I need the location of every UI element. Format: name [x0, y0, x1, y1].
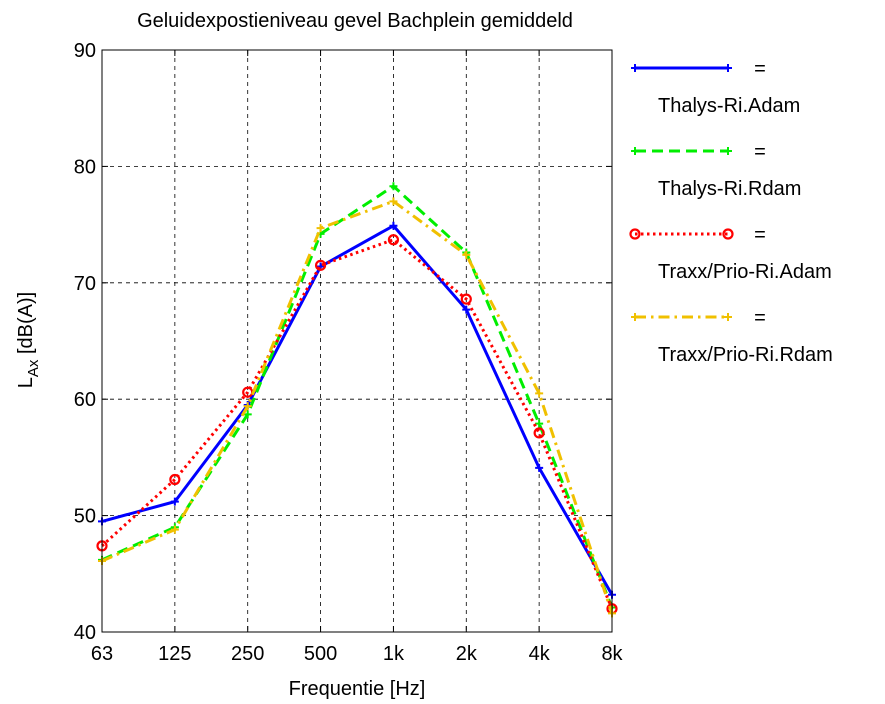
data-point [389, 221, 398, 230]
legend-label: Traxx/Prio-Ri.Rdam [658, 344, 833, 366]
data-point [462, 250, 471, 259]
legend: = Thalys-Ri.Adam = Thalys-Ri.Rdam = Traxx/Pri… [629, 58, 833, 366]
y-axis-ticks: 40 50 60 70 80 90 [74, 40, 612, 644]
data-point [462, 305, 471, 314]
series-line [101, 224, 614, 596]
legend-marker [631, 313, 639, 321]
data-point [169, 473, 181, 486]
data-point [170, 497, 179, 506]
x-tick-label: 8k [601, 643, 623, 665]
data-point [535, 463, 544, 472]
y-tick-label: 60 [74, 389, 96, 411]
legend-entry: = Traxx/Prio-Ri.Rdam [631, 307, 833, 366]
series-line [100, 238, 614, 610]
x-tick-label: 125 [158, 643, 191, 665]
x-axis-ticks: 63 125 250 500 1k 2k 4k 8k [91, 50, 624, 665]
legend-marker [722, 228, 734, 240]
legend-equals-sign: = [754, 307, 766, 329]
y-tick-label: 40 [74, 622, 96, 644]
y-tick-label: 90 [74, 40, 96, 62]
data-point [535, 419, 544, 428]
data-point [387, 234, 400, 246]
data-point [389, 182, 398, 191]
series-layer [96, 182, 618, 618]
data-point [535, 389, 544, 398]
x-tick-label: 1k [383, 643, 405, 665]
x-tick-label: 63 [91, 643, 113, 665]
legend-marker [724, 313, 732, 321]
y-axis-label-subscript: Ax [25, 359, 42, 377]
legend-label: Traxx/Prio-Ri.Adam [658, 261, 832, 283]
legend-entry: = Thalys-Ri.Rdam [631, 141, 801, 200]
x-tick-label: 500 [304, 643, 337, 665]
grid-lines [102, 50, 612, 632]
data-point [460, 293, 472, 305]
y-axis-label: LAx [dB(A)] [15, 292, 42, 388]
data-point [389, 197, 398, 206]
y-tick-label: 80 [74, 156, 96, 178]
legend-entry: = Thalys-Ri.Adam [631, 58, 800, 117]
legend-marker [631, 147, 639, 155]
chart-title: Geluidexpostieniveau gevel Bachplein gem… [137, 10, 573, 32]
plot-background [102, 50, 612, 632]
y-tick-label: 70 [74, 273, 96, 295]
legend-marker [629, 228, 641, 240]
legend-equals-sign: = [754, 224, 766, 246]
series-line [101, 199, 614, 614]
legend-entry: = Traxx/Prio-Ri.Adam [629, 224, 832, 283]
plot-area [102, 50, 612, 632]
data-point [314, 259, 327, 271]
series-Thalys-Ri.Adam [98, 221, 616, 599]
x-tick-label: 250 [231, 643, 264, 665]
data-point [243, 410, 252, 419]
legend-label: Thalys-Ri.Rdam [658, 178, 801, 200]
plot-frame [101, 49, 613, 633]
x-axis-label: Frequentie [Hz] [289, 678, 426, 700]
y-axis-label-unit: [dB(A)] [15, 292, 37, 360]
y-axis-label-base: L [15, 377, 37, 388]
x-tick-label: 4k [529, 643, 551, 665]
legend-marker [724, 147, 732, 155]
data-point [533, 427, 545, 439]
x-tick-label: 2k [456, 643, 478, 665]
legend-marker [724, 64, 732, 72]
legend-equals-sign: = [754, 58, 766, 80]
legend-label: Thalys-Ri.Adam [658, 95, 800, 117]
legend-marker [631, 64, 639, 72]
data-point [170, 525, 179, 534]
y-tick-label: 50 [74, 506, 96, 528]
data-point [316, 224, 325, 233]
plot-border [101, 49, 613, 633]
data-point [243, 402, 252, 411]
legend-equals-sign: = [754, 141, 766, 163]
